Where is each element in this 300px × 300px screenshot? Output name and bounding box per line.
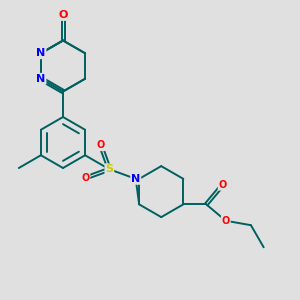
Text: N: N (131, 174, 140, 184)
Text: O: O (218, 180, 227, 190)
Text: O: O (81, 173, 89, 183)
Text: N: N (36, 74, 46, 84)
Text: O: O (97, 140, 105, 150)
Text: S: S (105, 164, 113, 174)
Text: O: O (222, 216, 230, 226)
Text: N: N (36, 48, 46, 58)
Text: O: O (58, 10, 68, 20)
